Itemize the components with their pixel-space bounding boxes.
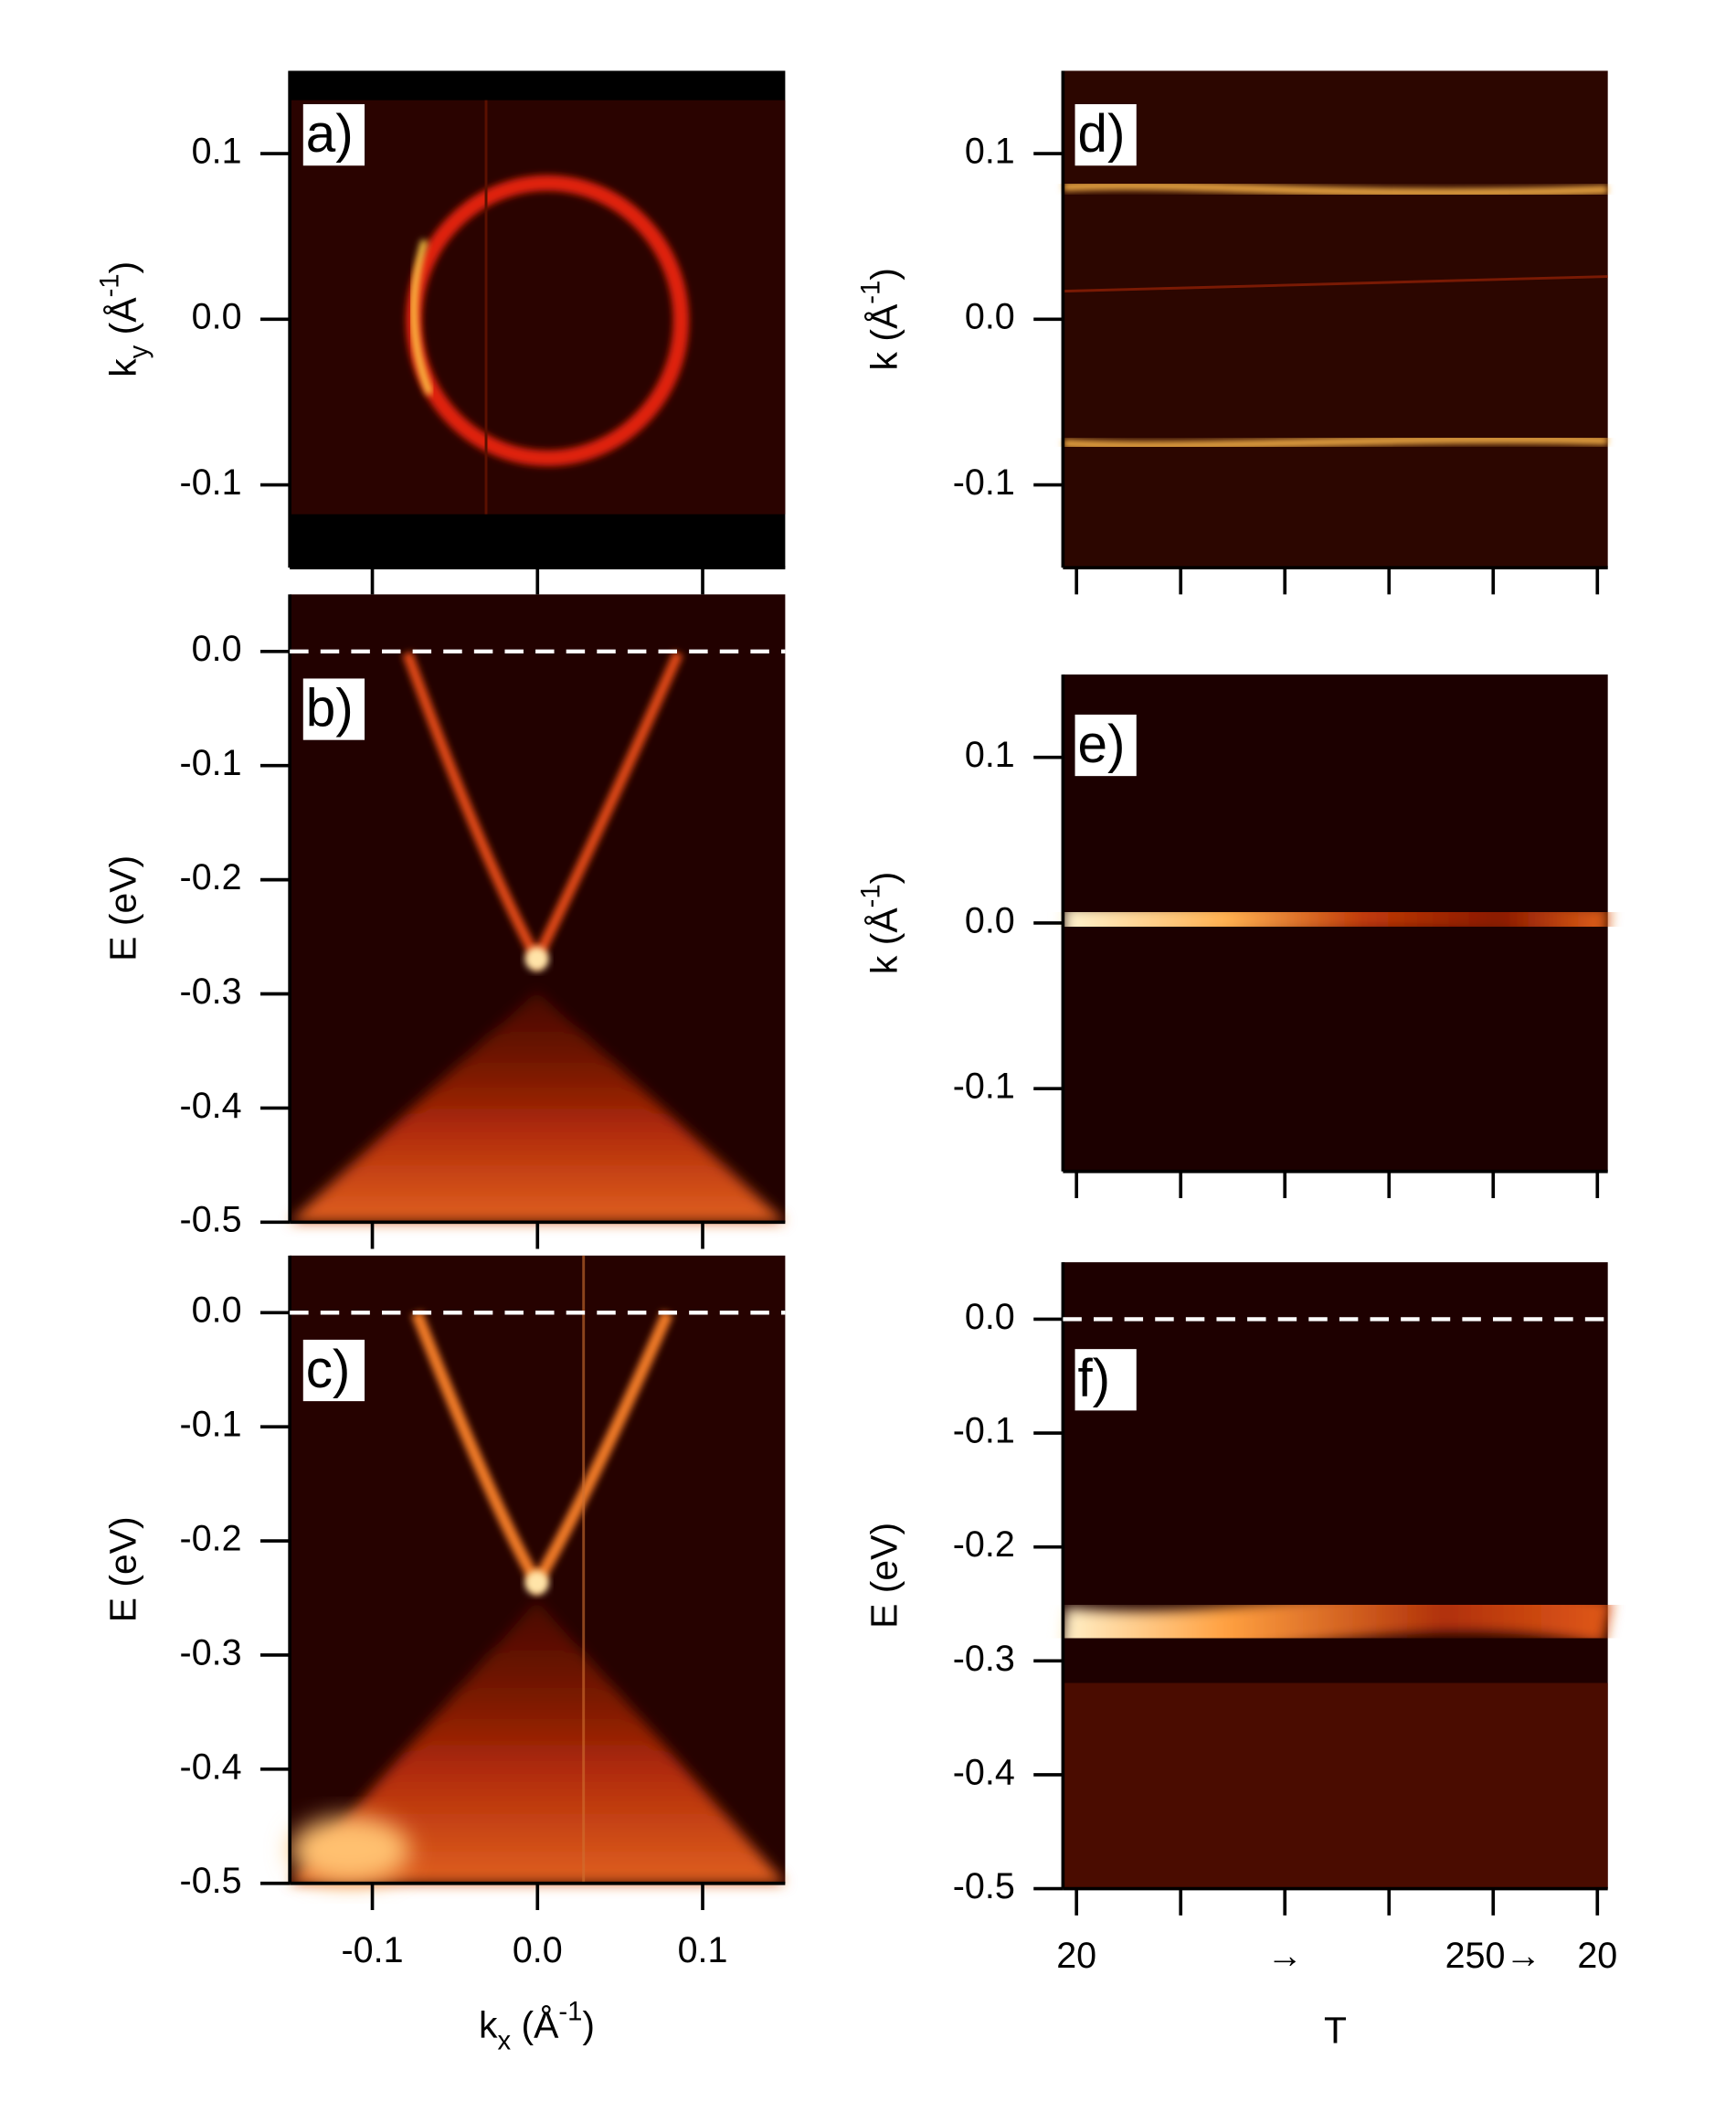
- y-tick-label: 0.0: [965, 900, 1015, 940]
- panel-label: a): [306, 104, 354, 164]
- y-tick-label: -0.2: [180, 1518, 242, 1558]
- axis-label-part: k: [479, 2003, 498, 2045]
- axis-label-part: y: [124, 345, 153, 358]
- axis-label: E (eV): [101, 1516, 143, 1622]
- band-track: [1063, 897, 1610, 942]
- axis-label-part: ): [863, 872, 905, 885]
- panel-label-box: [302, 103, 365, 166]
- axis-label-part: E (eV): [863, 1523, 905, 1629]
- panel-label: b): [306, 678, 354, 738]
- y-tick-label: -0.4: [180, 1746, 242, 1787]
- band-track: [1060, 1587, 1613, 1657]
- panel-label: d): [1077, 104, 1125, 164]
- axis-label-part: -1: [558, 1997, 582, 2026]
- axis-label-part: k (Å: [863, 303, 905, 370]
- bulk-cone: [290, 1599, 786, 1884]
- y-tick-label: 0.0: [965, 1297, 1015, 1337]
- y-tick-label: 0.1: [965, 131, 1015, 171]
- dirac-point: [524, 1570, 549, 1596]
- dirac-point: [524, 947, 549, 971]
- axis-label-part: ): [582, 2003, 595, 2045]
- y-tick-label: -0.1: [953, 1411, 1015, 1451]
- x-tick-label: 20: [1577, 1936, 1617, 1976]
- x-tick-label: →: [1267, 1936, 1303, 1976]
- y-tick-label: -0.4: [180, 1086, 242, 1126]
- axis-label-part: ): [101, 261, 143, 274]
- y-tick-label: -0.2: [953, 1524, 1015, 1565]
- axis-label-part: E (eV): [101, 855, 143, 961]
- heatmap-images: [290, 70, 1613, 1889]
- band-track: [1063, 435, 1608, 450]
- y-tick-label: -0.5: [953, 1866, 1015, 1906]
- y-tick-label: 0.0: [192, 629, 242, 669]
- axis-label-part: k: [101, 358, 143, 377]
- panel-label: e): [1077, 715, 1125, 774]
- axis-label: E (eV): [101, 855, 143, 961]
- x-tick-label: -0.1: [342, 1930, 404, 1970]
- heatmap-bg: [1063, 70, 1608, 568]
- panel-label-box: [302, 678, 365, 740]
- y-tick-label: -0.4: [953, 1752, 1015, 1792]
- axis-label-part: -1: [856, 281, 885, 304]
- y-tick-label: -0.3: [180, 1632, 242, 1672]
- bulk-cone: [290, 991, 786, 1223]
- panel-label-box: [1074, 714, 1137, 777]
- y-tick-label: 0.1: [192, 131, 242, 171]
- axis-label-part: x: [498, 2026, 512, 2055]
- axis-label: k (Å-1): [856, 872, 905, 974]
- axis-label: kx (Å-1): [479, 1997, 595, 2055]
- y-tick-label: -0.2: [180, 857, 242, 897]
- y-tick-label: 0.0: [192, 297, 242, 337]
- x-tick-label: 0.0: [513, 1930, 563, 1970]
- panel-label: c): [306, 1340, 351, 1399]
- y-tick-label: -0.1: [953, 1067, 1015, 1107]
- y-tick-label: -0.1: [180, 743, 242, 783]
- axis-label-part: (Å: [101, 297, 143, 345]
- axis-label-part: (Å: [511, 2003, 559, 2045]
- band-track: [1063, 275, 1608, 293]
- panel-label-box: [1074, 1349, 1137, 1411]
- panel-label-box: [302, 1339, 365, 1402]
- axis-label-part: ): [863, 268, 905, 281]
- axis-label-part: E (eV): [101, 1516, 143, 1622]
- y-tick-label: -0.1: [180, 1405, 242, 1445]
- y-tick-label: -0.1: [953, 462, 1015, 503]
- axis-label-part: T: [1324, 2009, 1347, 2051]
- y-tick-label: -0.1: [180, 462, 242, 503]
- y-tick-label: -0.3: [953, 1639, 1015, 1679]
- axis-label: k (Å-1): [856, 268, 905, 370]
- y-tick-label: -0.5: [180, 1200, 242, 1240]
- axis-label-part: k (Å: [863, 908, 905, 974]
- axis-label: ky (Å-1): [95, 261, 153, 377]
- bright-region: [290, 1816, 410, 1884]
- heatmap-bg: [1063, 1683, 1608, 1889]
- panel-label: f): [1077, 1349, 1110, 1408]
- y-tick-label: 0.0: [192, 1290, 242, 1331]
- x-tick-label: 0.1: [678, 1930, 728, 1970]
- y-tick-label: -0.5: [180, 1861, 242, 1901]
- y-tick-label: -0.3: [180, 971, 242, 1012]
- axis-label-part: -1: [95, 273, 124, 297]
- axis-label: E (eV): [863, 1523, 905, 1629]
- panel-label-box: [1074, 103, 1137, 166]
- heatmap-bg: [290, 100, 786, 515]
- x-tick-label: 250→: [1445, 1936, 1541, 1976]
- axis-label: T: [1324, 2009, 1347, 2051]
- x-tick-label: 20: [1056, 1936, 1096, 1976]
- y-tick-label: 0.0: [965, 297, 1015, 337]
- y-tick-label: 0.1: [965, 735, 1015, 775]
- fermi-surface-bright: [410, 239, 434, 396]
- band-track: [1063, 181, 1608, 197]
- axis-label-part: -1: [856, 884, 885, 908]
